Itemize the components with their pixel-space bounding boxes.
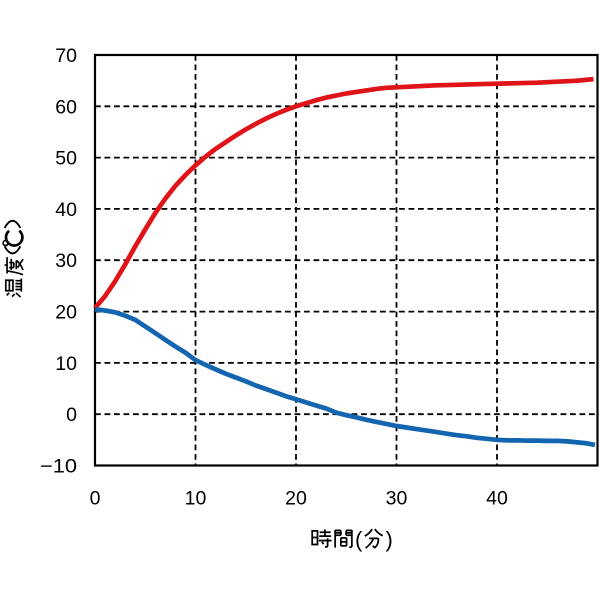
svg-text:10: 10 xyxy=(55,353,77,375)
svg-text:40: 40 xyxy=(55,199,77,221)
svg-text:20: 20 xyxy=(55,302,77,324)
svg-text:30: 30 xyxy=(386,488,408,510)
svg-text:30: 30 xyxy=(55,250,77,272)
svg-text:): ) xyxy=(386,527,393,552)
svg-text:−10: −10 xyxy=(40,456,77,478)
svg-text:60: 60 xyxy=(55,96,77,118)
svg-text:10: 10 xyxy=(185,488,207,510)
svg-text:70: 70 xyxy=(55,45,77,67)
svg-text:0: 0 xyxy=(66,404,77,426)
svg-text:40: 40 xyxy=(486,488,508,510)
svg-text:50: 50 xyxy=(55,148,77,170)
svg-text:0: 0 xyxy=(90,488,101,510)
svg-text:(: ( xyxy=(355,527,363,552)
svg-text:20: 20 xyxy=(285,488,307,510)
